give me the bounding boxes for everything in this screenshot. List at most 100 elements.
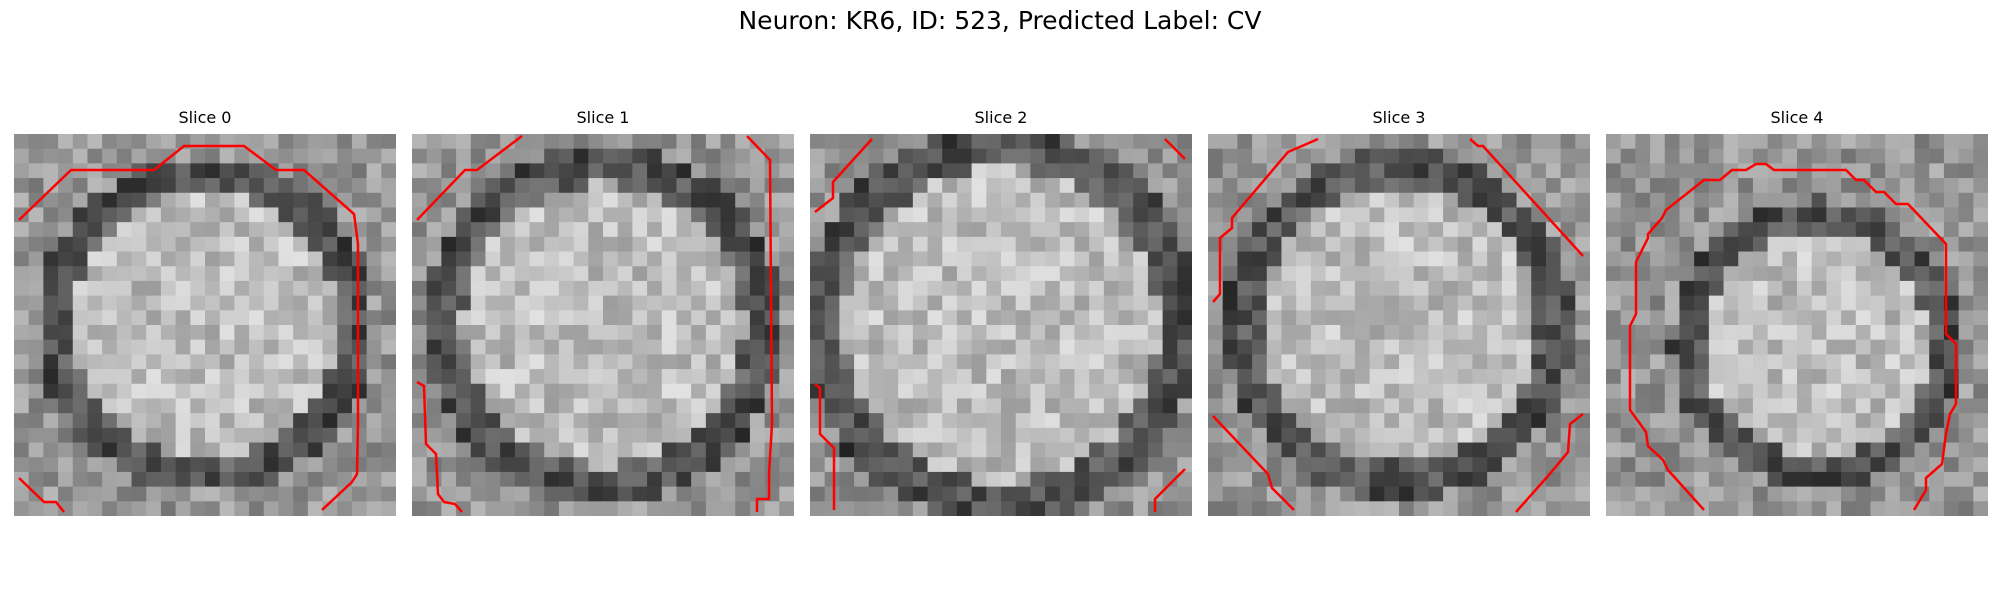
image-pixel — [1443, 501, 1459, 516]
image-pixel — [1738, 354, 1754, 370]
image-pixel — [1413, 295, 1429, 311]
image-pixel — [558, 354, 575, 370]
image-pixel — [1208, 163, 1224, 179]
image-pixel — [1325, 501, 1341, 516]
image-pixel — [43, 339, 59, 355]
image-pixel — [14, 369, 30, 385]
image-pixel — [1384, 486, 1400, 502]
image-pixel — [1885, 178, 1901, 194]
image-pixel — [14, 442, 30, 458]
image-pixel — [705, 178, 722, 194]
image-pixel — [1943, 148, 1960, 164]
image-pixel — [1472, 442, 1488, 458]
image-pixel — [1841, 339, 1857, 355]
image-pixel — [1089, 383, 1105, 400]
image-pixel — [1369, 486, 1385, 502]
image-pixel — [514, 413, 531, 429]
image-pixel — [1296, 266, 1312, 282]
image-pixel — [366, 339, 382, 355]
image-pixel — [381, 148, 396, 164]
image-pixel — [971, 383, 987, 400]
image-pixel — [1531, 339, 1547, 355]
image-pixel — [603, 251, 619, 267]
image-pixel — [1620, 163, 1636, 179]
image-pixel — [1428, 442, 1444, 458]
image-pixel — [647, 236, 663, 253]
image-pixel — [735, 280, 751, 297]
image-pixel — [854, 427, 870, 444]
image-pixel — [1885, 295, 1901, 311]
image-pixel — [116, 442, 133, 458]
image-pixel — [500, 339, 516, 355]
image-pixel — [293, 222, 309, 238]
image-pixel — [824, 134, 840, 150]
image-pixel — [28, 398, 44, 414]
image-pixel — [1325, 207, 1341, 223]
image-pixel — [146, 501, 162, 516]
image-pixel — [1679, 427, 1695, 444]
image-pixel — [647, 398, 663, 414]
image-pixel — [1694, 369, 1710, 385]
image-pixel — [234, 413, 250, 429]
image-pixel — [588, 471, 604, 488]
image-pixel — [691, 280, 707, 297]
image-pixel — [426, 207, 442, 223]
image-pixel — [351, 501, 368, 516]
image-pixel — [485, 413, 501, 429]
image-pixel — [764, 207, 780, 223]
image-pixel — [1575, 295, 1590, 311]
image-pixel — [617, 266, 633, 282]
image-pixel — [1575, 486, 1590, 502]
image-pixel — [603, 339, 619, 355]
image-pixel — [1310, 354, 1327, 370]
image-pixel — [1914, 398, 1930, 414]
image-pixel — [1752, 222, 1769, 238]
image-pixel — [14, 310, 30, 326]
image-pixel — [1354, 192, 1371, 209]
image-pixel — [1575, 398, 1590, 414]
image-pixel — [426, 413, 442, 429]
image-pixel — [1457, 398, 1474, 414]
image-pixel — [426, 236, 442, 253]
image-pixel — [1118, 251, 1134, 267]
image-pixel — [1575, 163, 1590, 179]
image-pixel — [1738, 427, 1754, 444]
image-pixel — [485, 501, 501, 516]
image-pixel — [810, 501, 826, 516]
image-pixel — [1384, 251, 1400, 267]
image-pixel — [927, 266, 943, 282]
image-pixel — [1045, 222, 1061, 238]
image-pixel — [1575, 134, 1590, 150]
image-pixel — [1074, 251, 1090, 267]
image-pixel — [28, 295, 44, 311]
image-pixel — [1266, 295, 1283, 311]
image-pixel — [1841, 442, 1857, 458]
image-pixel — [1457, 442, 1474, 458]
image-pixel — [1340, 427, 1356, 444]
image-pixel — [1501, 413, 1518, 429]
image-pixel — [854, 280, 870, 297]
image-pixel — [1118, 310, 1134, 326]
image-pixel — [322, 178, 338, 194]
image-pixel — [1457, 471, 1474, 488]
image-pixel — [146, 471, 162, 488]
image-pixel — [1855, 280, 1872, 297]
image-pixel — [1782, 280, 1798, 297]
image-pixel — [779, 442, 794, 458]
image-pixel — [573, 427, 589, 444]
image-pixel — [824, 457, 840, 473]
image-pixel — [558, 266, 575, 282]
image-pixel — [647, 192, 663, 209]
image-pixel — [456, 354, 472, 370]
image-pixel — [1281, 266, 1297, 282]
image-pixel — [1443, 163, 1459, 179]
image-pixel — [263, 354, 280, 370]
image-pixel — [647, 325, 663, 341]
image-pixel — [942, 163, 958, 179]
image-pixel — [1679, 134, 1695, 150]
image-pixel — [676, 398, 692, 414]
image-pixel — [573, 266, 589, 282]
image-pixel — [1457, 486, 1474, 502]
image-pixel — [1103, 222, 1120, 238]
image-pixel — [456, 134, 472, 150]
